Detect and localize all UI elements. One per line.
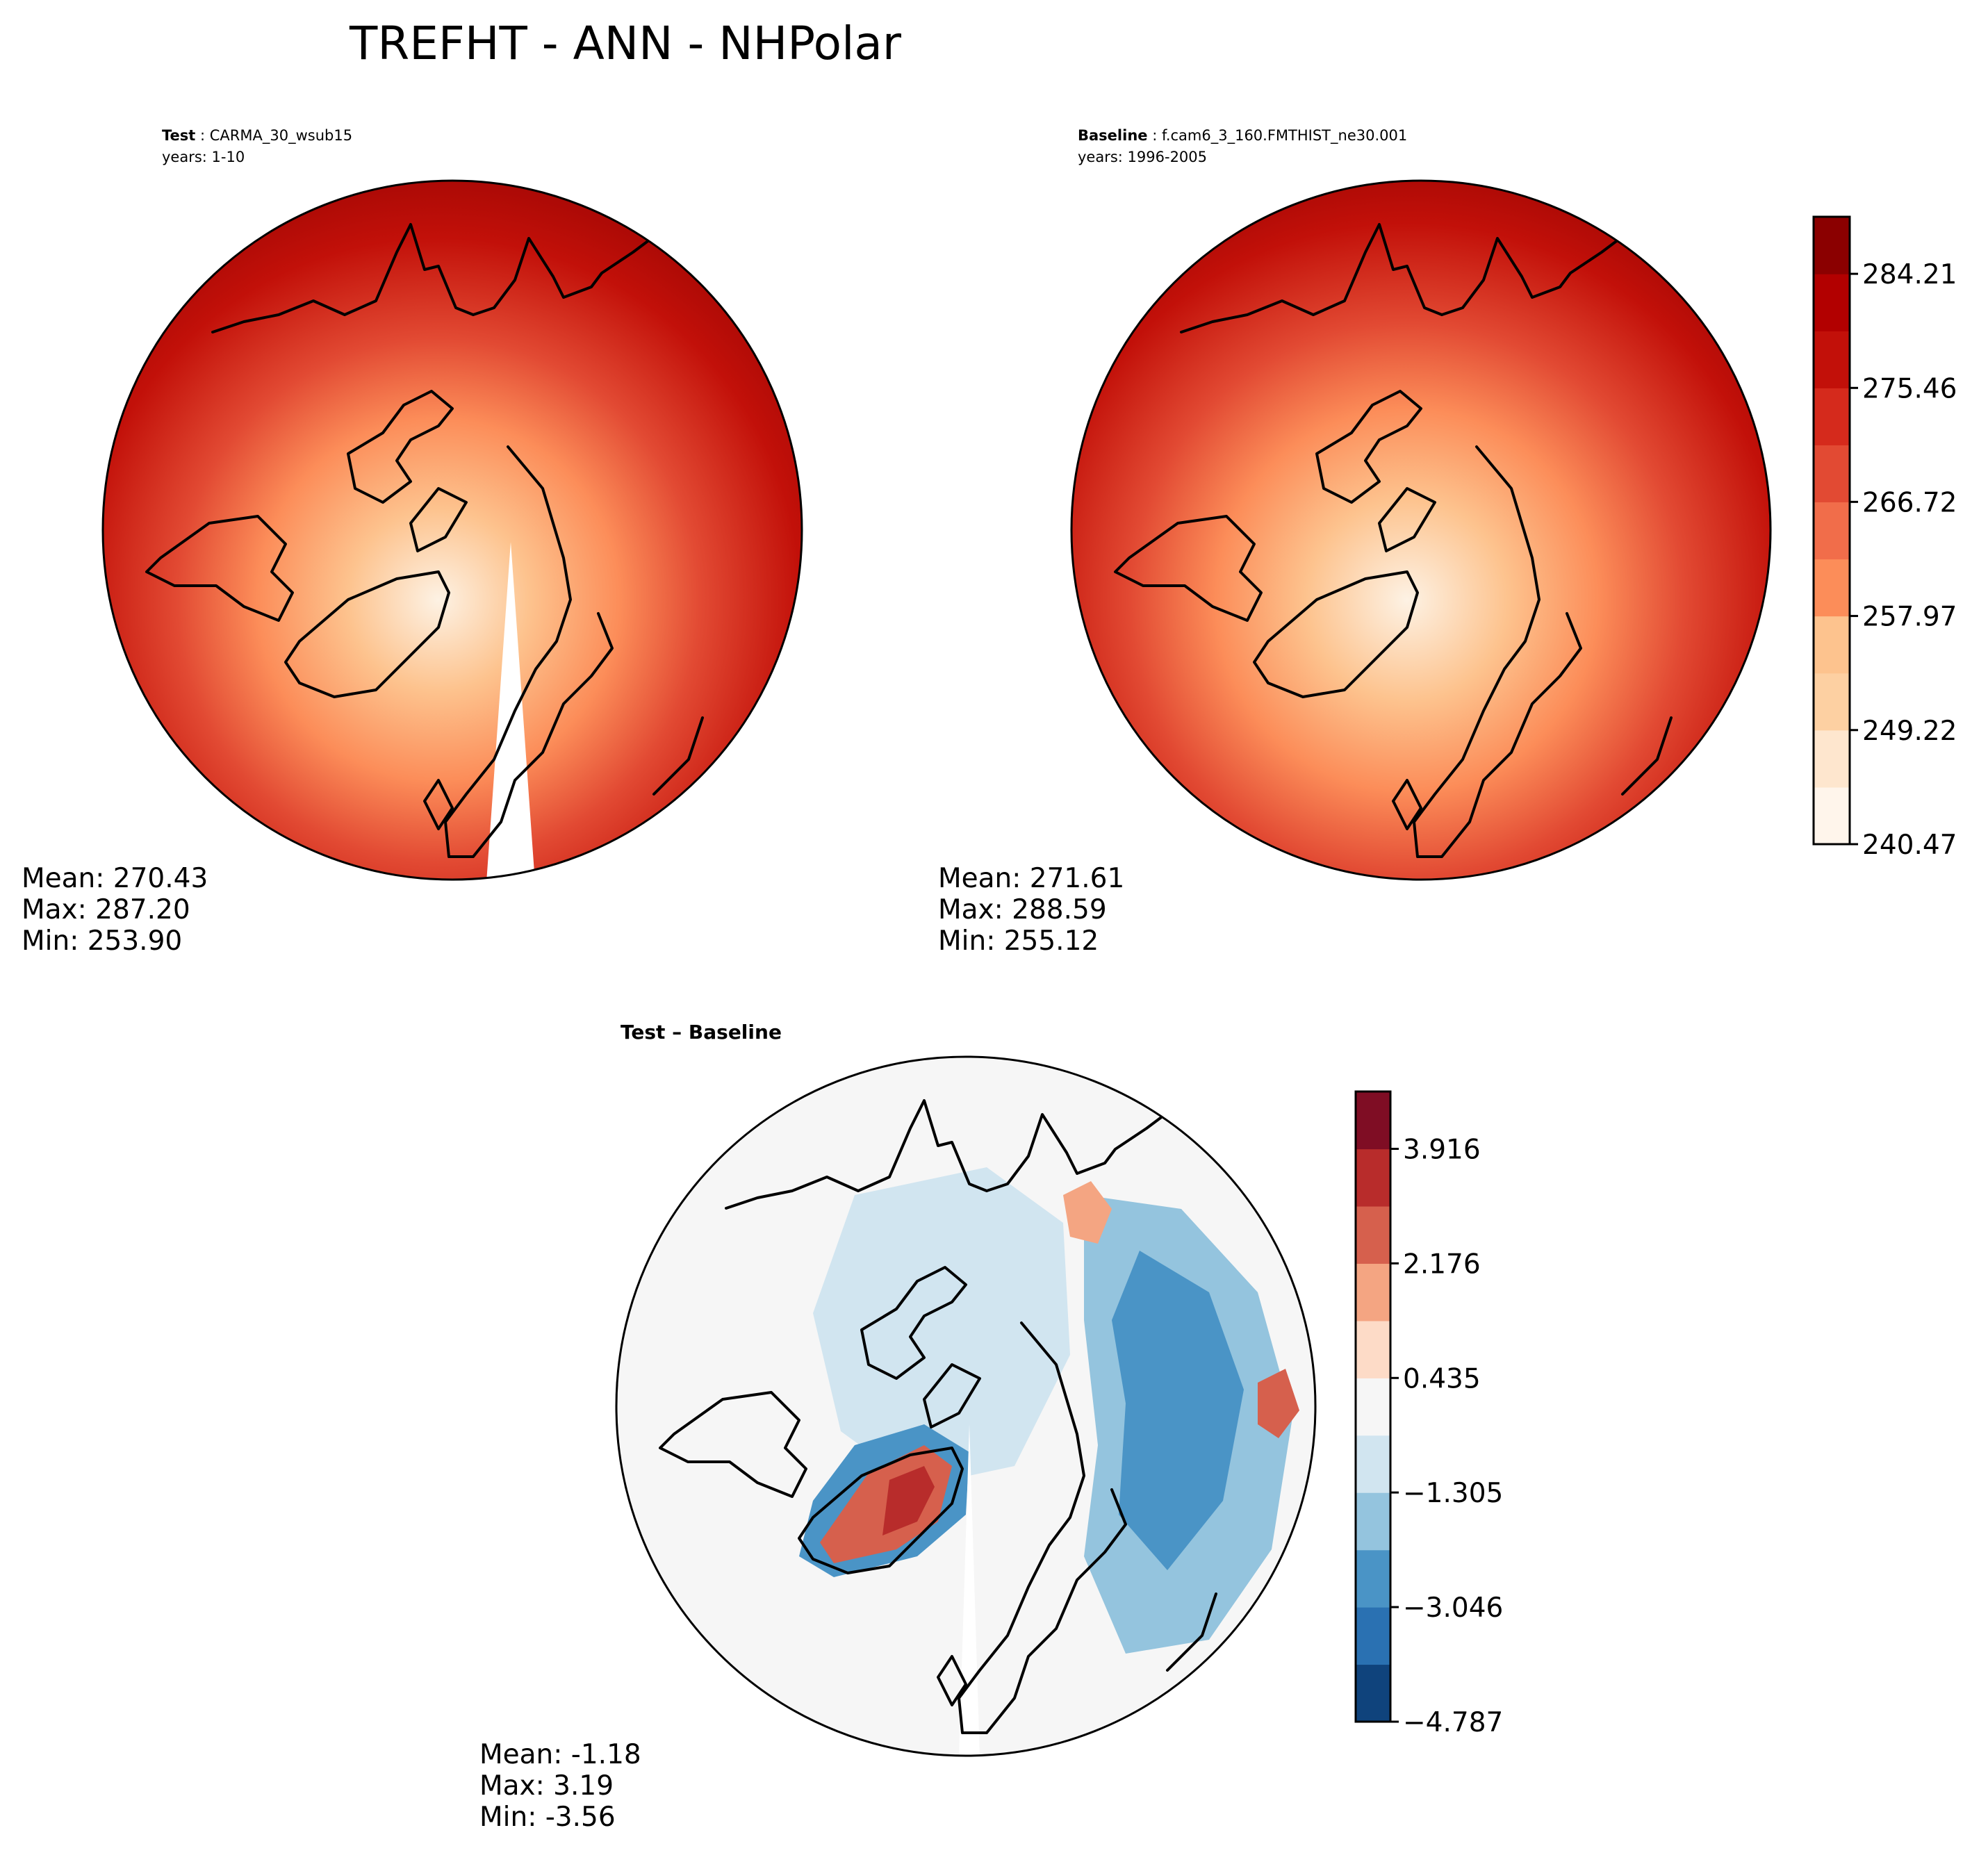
colorbar-baseline-swatch bbox=[1814, 331, 1850, 388]
map-baseline-boundary bbox=[1070, 179, 1772, 881]
colorbar-baseline-swatch bbox=[1814, 559, 1850, 617]
map-test bbox=[103, 181, 802, 880]
colorbar-baseline-tick-label: 284.21 bbox=[1862, 259, 1957, 290]
map-test-boundary bbox=[101, 179, 803, 881]
colorbar-baseline-tick-label: 249.22 bbox=[1862, 716, 1957, 747]
colorbar-baseline-tick-label: 257.97 bbox=[1862, 602, 1957, 633]
colorbar-diff-swatch bbox=[1356, 1092, 1390, 1150]
colorbar-baseline-swatch bbox=[1814, 673, 1850, 731]
colorbar-diff-tick-label: 2.176 bbox=[1403, 1249, 1481, 1280]
colorbar-diff-tick-label: 0.435 bbox=[1403, 1363, 1481, 1394]
colorbar-baseline-swatch bbox=[1814, 730, 1850, 788]
colorbar-diff-frame bbox=[1354, 1090, 1392, 1723]
colorbar-diff-tick-label: −1.305 bbox=[1403, 1478, 1503, 1509]
panel-test-subtitle-label: Test bbox=[162, 127, 195, 144]
colorbar-diff-tick-label: −4.787 bbox=[1403, 1707, 1503, 1738]
panel-test-subtitle: Test : CARMA_30_wsub15 bbox=[162, 127, 352, 145]
panel-test-subtitle-value: CARMA_30_wsub15 bbox=[210, 127, 352, 145]
map-diff-red-greenland-core bbox=[882, 1466, 935, 1535]
colorbar-diff-swatch bbox=[1356, 1435, 1390, 1493]
map-diff bbox=[616, 1057, 1315, 1756]
panel-test-stat-max: Max: 287.20 bbox=[22, 894, 190, 925]
colorbar-diff: −4.787 −3.046 −1.305 0.435 2.176 3.916 bbox=[1354, 1090, 1503, 1738]
panel-baseline-subtitle-sep: : bbox=[1148, 127, 1162, 144]
colorbar-baseline-tick-label: 275.46 bbox=[1862, 373, 1957, 404]
colorbar-diff-swatch bbox=[1356, 1664, 1390, 1722]
panel-baseline-subtitle-label: Baseline bbox=[1078, 127, 1148, 144]
colorbar-diff-swatch bbox=[1356, 1549, 1390, 1608]
panel-test-stat-mean: Mean: 270.43 bbox=[22, 863, 208, 894]
panel-diff-stat-max: Max: 3.19 bbox=[479, 1770, 614, 1802]
panel-diff-stat-mean: Mean: -1.18 bbox=[479, 1739, 641, 1770]
colorbar-diff-swatch bbox=[1356, 1263, 1390, 1321]
map-diff-boundary bbox=[615, 1055, 1317, 1757]
panel-test-subtitle-sep: : bbox=[195, 127, 209, 144]
colorbar-baseline-swatch bbox=[1814, 502, 1850, 560]
panel-baseline-stat-max: Max: 288.59 bbox=[938, 894, 1107, 925]
panel-diff-subtitle: Test – Baseline bbox=[621, 1021, 782, 1044]
colorbar-diff-swatch bbox=[1356, 1205, 1390, 1264]
colorbar-diff-swatch bbox=[1356, 1492, 1390, 1551]
colorbar-baseline-tick-label: 266.72 bbox=[1862, 487, 1957, 518]
colorbar-diff-tick-label: −3.046 bbox=[1403, 1592, 1503, 1624]
colorbar-diff-swatch bbox=[1356, 1148, 1390, 1207]
panel-test: Test : CARMA_30_wsub15 years: 1-10 Mean:… bbox=[22, 127, 803, 957]
panel-test-stat-min: Min: 253.90 bbox=[22, 925, 182, 957]
panel-baseline-stat-min: Min: 255.12 bbox=[938, 925, 1099, 957]
map-diff-dark-blue-region-east bbox=[1112, 1251, 1244, 1570]
map-diff-data-gap bbox=[959, 1424, 980, 1756]
map-baseline bbox=[1071, 181, 1771, 880]
panel-baseline: Baseline : f.cam6_3_160.FMTHIST_ne30.001… bbox=[938, 127, 1957, 957]
colorbar-baseline-swatch bbox=[1814, 274, 1850, 331]
colorbar-baseline-frame bbox=[1812, 215, 1851, 846]
colorbar-diff-swatch bbox=[1356, 1607, 1390, 1665]
map-test-data-gap bbox=[486, 542, 535, 880]
colorbar-diff-swatch bbox=[1356, 1320, 1390, 1378]
panel-diff: Test – Baseline Mean: -1.18 Max: 3.19 Mi… bbox=[479, 1021, 1503, 1833]
panel-baseline-subtitle: Baseline : f.cam6_3_160.FMTHIST_ne30.001 bbox=[1078, 127, 1407, 145]
map-diff-warm-patch-north bbox=[1063, 1181, 1112, 1244]
panel-baseline-stat-mean: Mean: 271.61 bbox=[938, 863, 1124, 894]
panel-diff-stat-min: Min: -3.56 bbox=[479, 1802, 616, 1833]
colorbar-diff-swatch bbox=[1356, 1378, 1390, 1436]
panel-baseline-subtitle-value: f.cam6_3_160.FMTHIST_ne30.001 bbox=[1162, 127, 1407, 145]
colorbar-baseline-swatch bbox=[1814, 388, 1850, 445]
colorbar-baseline-tick-label: 240.47 bbox=[1862, 830, 1957, 861]
colorbar-baseline: 240.47 249.22 257.97 266.72 275.46 284.21 bbox=[1812, 215, 1957, 861]
colorbar-baseline-swatch bbox=[1814, 217, 1850, 274]
map-diff-light-blue-region-center bbox=[813, 1167, 1070, 1487]
colorbar-baseline-swatch bbox=[1814, 445, 1850, 502]
panel-baseline-years: years: 1996-2005 bbox=[1078, 149, 1207, 165]
map-test-field bbox=[103, 181, 802, 880]
panel-test-years: years: 1-10 bbox=[162, 149, 245, 165]
map-diff-warm-patch-east bbox=[1258, 1369, 1299, 1438]
colorbar-baseline-swatch bbox=[1814, 616, 1850, 674]
colorbar-diff-tick-label: 3.916 bbox=[1403, 1135, 1481, 1166]
colorbar-baseline-swatch bbox=[1814, 787, 1850, 845]
map-baseline-field bbox=[1071, 181, 1771, 880]
figure-title: TREFHT - ANN - NHPolar bbox=[349, 17, 902, 70]
